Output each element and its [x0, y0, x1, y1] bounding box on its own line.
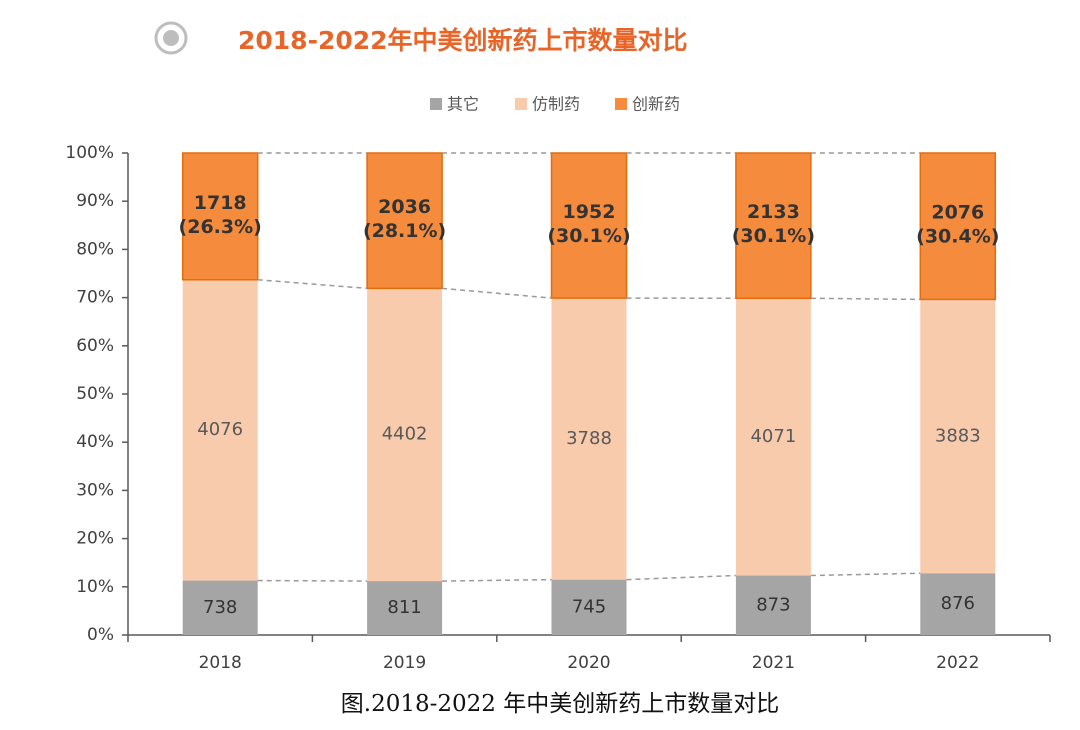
y-tick-label: 40%: [76, 432, 114, 452]
bar-segment: [919, 152, 997, 301]
value-label: 873: [756, 594, 790, 615]
share-label: (26.3%): [179, 216, 262, 238]
caption: 图.2018-2022 年中美创新药上市数量对比: [341, 691, 779, 717]
y-tick-label: 0%: [87, 625, 114, 645]
value-label: 876: [941, 593, 975, 614]
share-label: (30.1%): [547, 225, 630, 247]
share-label: (30.1%): [732, 225, 815, 247]
value-label: 4402: [382, 424, 428, 445]
connector: [810, 572, 921, 577]
value-label: 811: [387, 597, 421, 618]
bar-segment: [551, 579, 627, 635]
value-label: 1952: [563, 201, 616, 223]
legend-label: 创新药: [632, 95, 680, 114]
share-label: (28.1%): [363, 220, 446, 242]
bar-segment: [367, 581, 443, 635]
bar-segment: [181, 152, 259, 281]
y-tick-label: 100%: [65, 143, 114, 163]
value-label: 4076: [197, 419, 243, 440]
x-tick-label: 2020: [567, 653, 610, 673]
share-label: (30.4%): [916, 226, 999, 248]
bar-segment: [366, 152, 443, 290]
connector: [257, 279, 368, 290]
y-tick-label: 30%: [76, 480, 114, 500]
value-label: 2133: [747, 201, 800, 223]
legend-swatch: [430, 98, 442, 110]
title-icon-dot: [163, 30, 179, 46]
y-tick-label: 20%: [76, 529, 114, 549]
y-tick-label: 10%: [76, 577, 114, 597]
x-tick-label: 2022: [936, 653, 979, 673]
legend-swatch: [515, 98, 527, 110]
bar-segment: [735, 152, 812, 300]
bar-segment: [182, 580, 258, 635]
x-tick-label: 2019: [383, 653, 426, 673]
x-tick-label: 2021: [752, 653, 795, 673]
value-label: 2036: [378, 196, 431, 218]
bar-segment: [735, 298, 811, 576]
bar-segment: [550, 152, 628, 299]
y-tick-label: 70%: [76, 288, 114, 308]
bar-segment: [735, 575, 811, 635]
connector: [257, 579, 368, 582]
bar-segment: [551, 298, 627, 580]
legend-label: 仿制药: [532, 95, 580, 114]
value-label: 745: [572, 596, 606, 617]
chart-title: 2018-2022年中美创新药上市数量对比: [238, 26, 688, 55]
bar-segment: [920, 573, 996, 635]
bar-segment: [367, 288, 443, 582]
value-label: 4071: [750, 426, 796, 447]
bar-segment: [920, 299, 996, 574]
connector: [626, 574, 736, 581]
y-tick-label: 90%: [76, 191, 114, 211]
value-label: 2076: [931, 202, 984, 224]
connector: [442, 578, 552, 582]
connector: [442, 287, 552, 299]
y-tick-label: 50%: [76, 384, 114, 404]
y-tick-label: 60%: [76, 336, 114, 356]
value-label: 3883: [935, 425, 981, 446]
value-label: 1718: [194, 192, 247, 214]
y-tick-label: 80%: [76, 239, 114, 259]
x-tick-label: 2018: [199, 653, 242, 673]
value-label: 3788: [566, 428, 612, 449]
connector: [810, 297, 921, 301]
legend-swatch: [615, 98, 627, 110]
value-label: 738: [203, 597, 237, 618]
bar-segment: [182, 279, 258, 581]
title-icon: [154, 21, 188, 55]
legend-label: 其它: [447, 95, 479, 114]
